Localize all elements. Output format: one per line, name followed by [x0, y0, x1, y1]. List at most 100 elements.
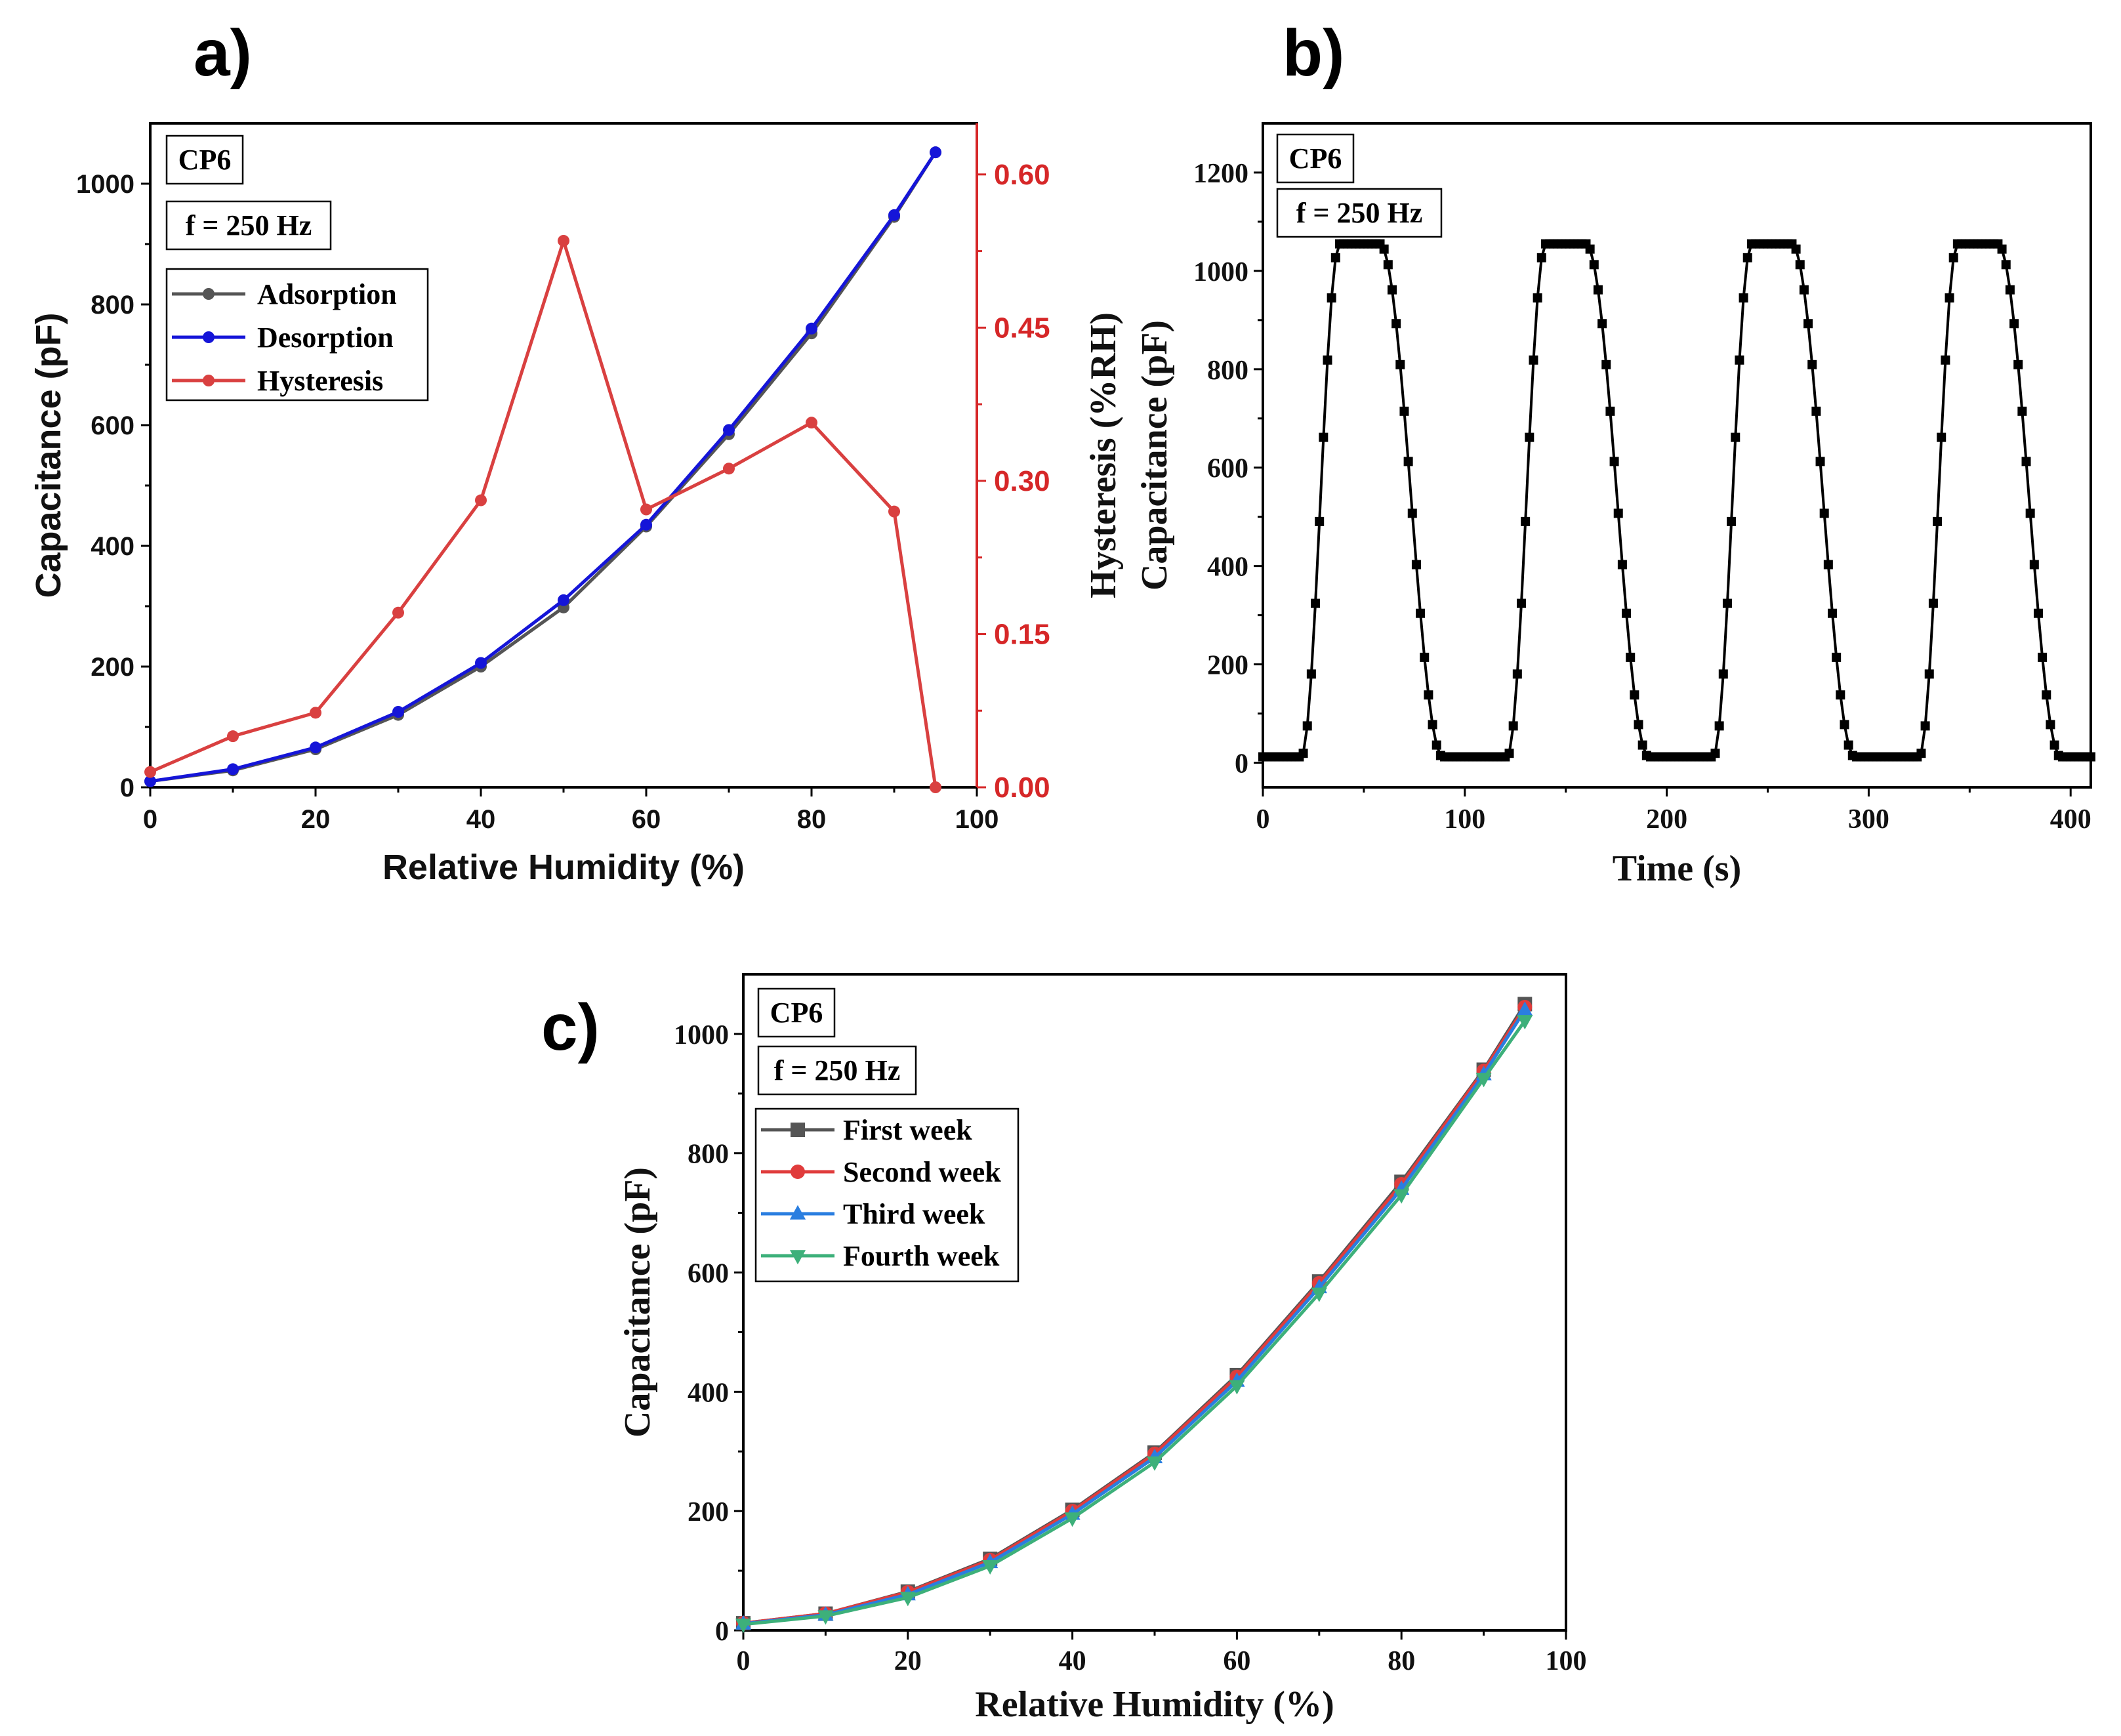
point-response [1739, 293, 1748, 303]
point-hysteresis [392, 606, 404, 619]
panel-a-label: a) [194, 16, 252, 90]
x-tick-label: 40 [466, 805, 496, 834]
legend-marker [789, 1205, 806, 1220]
x-tick-label: 80 [797, 805, 827, 834]
point-response [1504, 749, 1514, 758]
y-tick-label: 1000 [76, 170, 134, 199]
point-response [1807, 360, 1817, 369]
y-tick-label: 800 [91, 291, 134, 320]
panel-b-sample-label: CP6 [1289, 142, 1342, 175]
point-response [2086, 752, 2095, 762]
y-tick-label: 200 [688, 1497, 729, 1527]
point-response [1379, 244, 1389, 254]
point-response [1791, 244, 1801, 254]
point-response [1622, 608, 1632, 618]
panel-b-sample-box [1276, 133, 1355, 184]
point-response [1387, 285, 1397, 295]
point-response [2013, 360, 2023, 369]
panel-b-frequency-label: f = 250 Hz [1296, 197, 1422, 229]
point-response [1403, 457, 1413, 466]
point-response [1306, 669, 1316, 679]
panel-b-y-axis-title: Capacitance (pF) [1134, 320, 1175, 590]
point-response [1613, 508, 1623, 518]
point-desorption [888, 209, 900, 221]
point-response [1593, 285, 1603, 295]
point-hysteresis [888, 505, 900, 518]
x-tick-label: 20 [301, 805, 331, 834]
point-response [2009, 319, 2019, 329]
y-tick-label: 400 [688, 1378, 729, 1408]
point-hysteresis [558, 235, 569, 247]
x-tick-label: 100 [1444, 804, 1485, 835]
panel-b-x-ticks: 0 100 200 300 400 [1256, 787, 2091, 835]
point-response [1819, 508, 1829, 518]
point-hysteresis [723, 463, 735, 475]
point-response [1799, 285, 1809, 295]
point-response [1997, 244, 2007, 254]
point-response [1836, 690, 1845, 700]
point-response [1327, 293, 1336, 303]
panel-c-frequency-label: f = 250 Hz [774, 1054, 900, 1086]
y-tick-label: 800 [1207, 356, 1248, 386]
point-response [2033, 608, 2043, 618]
point-response [1533, 293, 1542, 303]
point-week-4 [1517, 1015, 1533, 1030]
point-response [1424, 690, 1433, 700]
point-response [1920, 721, 1930, 731]
panel-c-frequency-box [757, 1045, 917, 1096]
panel-c-y-ticks: 0 200 400 600 800 1000 [674, 1020, 743, 1647]
legend-label: Desorption [257, 321, 394, 354]
x-tick-label: 80 [1388, 1646, 1415, 1676]
point-response [1795, 260, 1805, 270]
panel-a-y2-axis-title: Hysteresis (%RH) [1083, 312, 1124, 598]
y-tick-label: 600 [1207, 454, 1248, 484]
x-tick-label: 100 [955, 805, 999, 834]
legend-marker [789, 1250, 806, 1265]
y-tick-label: 200 [1207, 651, 1248, 681]
x-tick-label: 20 [894, 1646, 922, 1676]
point-response [1395, 360, 1405, 369]
point-desorption [930, 146, 941, 159]
legend-marker [203, 331, 215, 343]
panel-b-frame [1262, 122, 2092, 789]
point-response [1945, 293, 1954, 303]
point-response [1605, 406, 1615, 416]
point-response [1536, 253, 1546, 262]
point-week-4 [817, 1610, 834, 1625]
panel-a-series [144, 146, 941, 793]
panel-b-frequency-box [1276, 188, 1443, 238]
x-tick-label: 60 [632, 805, 661, 834]
point-response [1840, 720, 1849, 730]
point-response [1399, 406, 1409, 416]
panel-b-series [1258, 239, 2095, 762]
point-response [2005, 285, 2015, 295]
y-tick-label: 0 [120, 774, 134, 802]
y2-tick-label: 0.60 [994, 159, 1050, 191]
y-tick-label: 800 [688, 1140, 729, 1170]
legend-label: Hysteresis [257, 365, 383, 397]
panel-b-label: b) [1283, 16, 1344, 90]
point-response [1803, 319, 1813, 329]
y-tick-label: 600 [688, 1259, 729, 1289]
point-response [1626, 652, 1636, 662]
x-tick-label: 100 [1546, 1646, 1587, 1676]
point-response [1589, 260, 1599, 270]
point-response [1718, 669, 1728, 679]
panel-b-x-axis-title: Time (s) [1613, 848, 1742, 889]
y-tick-label: 0 [715, 1617, 729, 1647]
point-week-4 [1475, 1073, 1492, 1088]
point-desorption [227, 763, 239, 775]
point-response [1411, 560, 1421, 569]
x-tick-label: 0 [737, 1646, 751, 1676]
point-week-4 [982, 1560, 999, 1575]
panel-a-y-ticks: 0 200 400 600 800 1000 [76, 170, 150, 802]
point-response [1521, 516, 1531, 526]
panel-c-legend-items: First week Second week Third week Fourth we… [761, 1114, 1001, 1272]
point-response [1420, 652, 1430, 662]
point-desorption [310, 741, 321, 754]
panel-c-sample-label: CP6 [770, 997, 823, 1029]
panel-c-series [735, 997, 1533, 1634]
series-line-week-2 [743, 1006, 1527, 1625]
